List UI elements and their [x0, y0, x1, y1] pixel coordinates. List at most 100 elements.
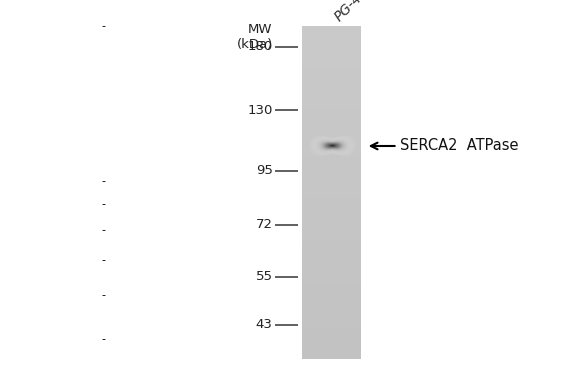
Bar: [302, 56, 361, 58]
Bar: [302, 248, 361, 249]
Bar: [302, 36, 361, 38]
Bar: [302, 83, 361, 85]
Bar: [302, 258, 361, 259]
Bar: [302, 91, 361, 93]
Bar: [302, 223, 361, 225]
Bar: [302, 346, 361, 347]
Bar: [302, 163, 361, 164]
Bar: [302, 198, 361, 200]
Bar: [302, 259, 361, 261]
Bar: [302, 26, 361, 28]
Bar: [302, 81, 361, 83]
Bar: [302, 60, 361, 61]
Bar: [302, 289, 361, 291]
Bar: [302, 155, 361, 156]
Bar: [302, 344, 361, 346]
Text: SERCA2  ATPase: SERCA2 ATPase: [400, 138, 519, 153]
Bar: [302, 43, 361, 45]
Bar: [302, 130, 361, 131]
Text: PG-4: PG-4: [332, 0, 365, 25]
Bar: [302, 321, 361, 322]
Bar: [302, 189, 361, 191]
Bar: [302, 249, 361, 251]
Bar: [302, 203, 361, 204]
Bar: [302, 143, 361, 144]
Bar: [302, 304, 361, 306]
Bar: [302, 123, 361, 125]
Bar: [302, 342, 361, 344]
Bar: [302, 71, 361, 73]
Bar: [302, 75, 361, 76]
Bar: [302, 316, 361, 318]
Bar: [302, 256, 361, 258]
Bar: [302, 338, 361, 339]
Bar: [302, 233, 361, 234]
Bar: [302, 301, 361, 302]
Bar: [302, 169, 361, 171]
Bar: [302, 327, 361, 329]
Bar: [302, 101, 361, 103]
Bar: [302, 184, 361, 186]
Bar: [302, 243, 361, 244]
Bar: [302, 206, 361, 208]
Bar: [302, 283, 361, 284]
Bar: [302, 68, 361, 70]
Bar: [302, 279, 361, 281]
Bar: [302, 219, 361, 221]
Bar: [302, 229, 361, 231]
Bar: [302, 30, 361, 31]
Bar: [302, 209, 361, 211]
Bar: [302, 191, 361, 193]
Bar: [302, 171, 361, 173]
Bar: [302, 204, 361, 206]
Text: 95: 95: [256, 164, 273, 177]
Bar: [302, 241, 361, 243]
Bar: [302, 322, 361, 324]
Bar: [302, 299, 361, 301]
Bar: [302, 158, 361, 160]
Bar: [302, 308, 361, 309]
Bar: [302, 216, 361, 218]
Bar: [302, 166, 361, 168]
Text: 72: 72: [255, 218, 273, 231]
Bar: [302, 168, 361, 169]
Bar: [302, 119, 361, 121]
Bar: [302, 336, 361, 338]
Bar: [302, 188, 361, 189]
Bar: [302, 42, 361, 43]
Text: MW
(kDa): MW (kDa): [236, 23, 273, 51]
Bar: [302, 200, 361, 201]
Bar: [302, 273, 361, 274]
Bar: [302, 93, 361, 94]
Bar: [302, 65, 361, 67]
Bar: [302, 201, 361, 203]
Bar: [302, 294, 361, 296]
Bar: [302, 211, 361, 213]
Bar: [302, 231, 361, 233]
Bar: [302, 306, 361, 308]
Bar: [302, 126, 361, 128]
Bar: [302, 352, 361, 354]
Bar: [302, 291, 361, 293]
Bar: [302, 218, 361, 219]
Bar: [302, 116, 361, 118]
Bar: [302, 333, 361, 334]
Bar: [302, 288, 361, 289]
Bar: [302, 268, 361, 269]
Bar: [302, 150, 361, 151]
Bar: [302, 194, 361, 196]
Bar: [302, 80, 361, 81]
Bar: [302, 251, 361, 253]
Bar: [302, 318, 361, 319]
Bar: [302, 67, 361, 68]
Bar: [302, 31, 361, 33]
Bar: [302, 73, 361, 75]
Bar: [302, 86, 361, 88]
Bar: [302, 135, 361, 136]
Bar: [302, 239, 361, 241]
Bar: [302, 139, 361, 141]
Bar: [302, 324, 361, 326]
Bar: [302, 164, 361, 166]
Bar: [302, 358, 361, 359]
Bar: [302, 151, 361, 153]
